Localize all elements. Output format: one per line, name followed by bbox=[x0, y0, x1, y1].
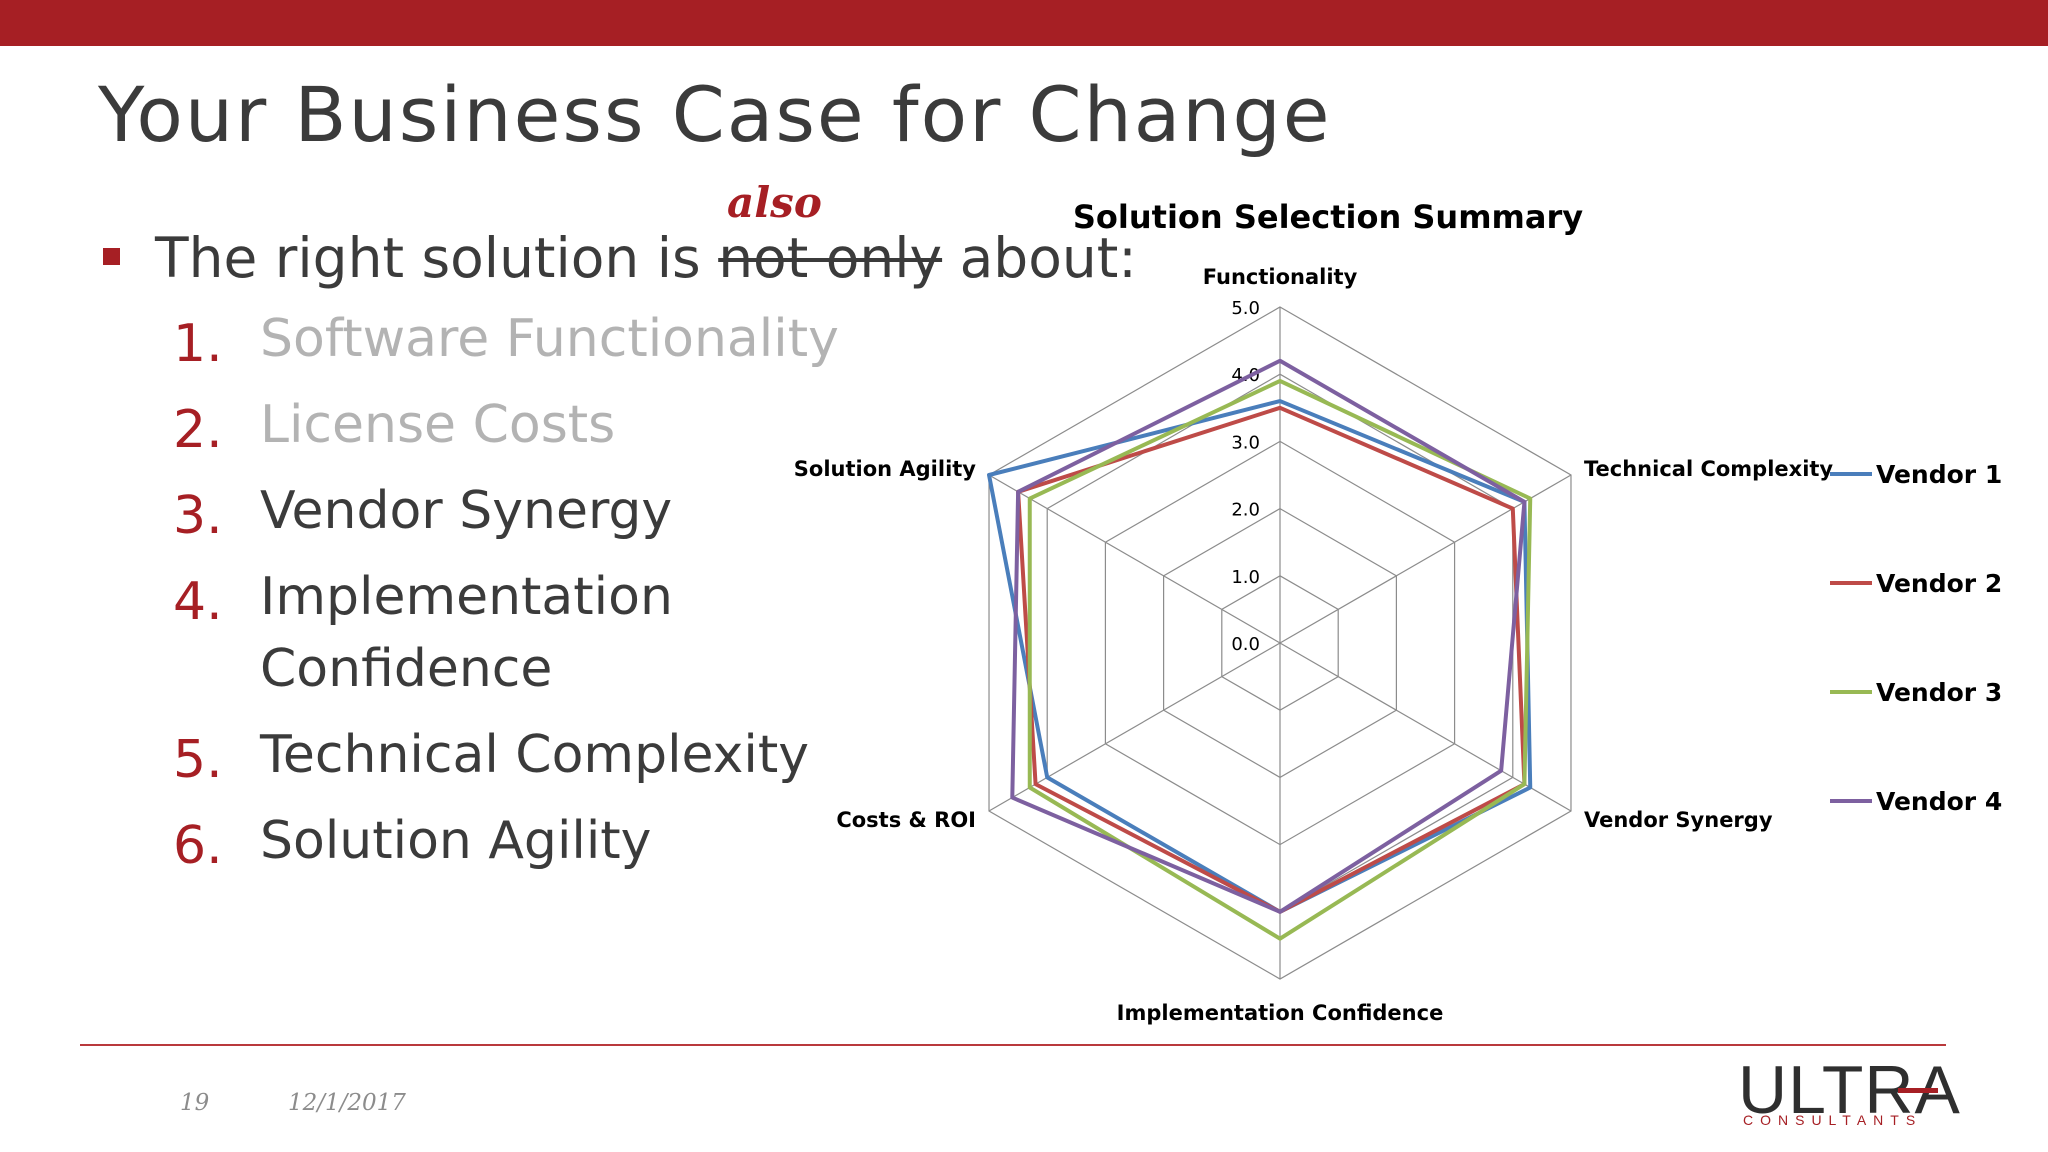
bullet-tail: about: bbox=[959, 226, 1137, 290]
bullet-struck-text: not only bbox=[718, 226, 943, 290]
list-item-text: Software Functionality bbox=[260, 309, 839, 369]
inserted-word: also bbox=[727, 178, 822, 227]
axis-label: Costs & ROI bbox=[836, 808, 976, 832]
chart-legend: Vendor 1 Vendor 2 Vendor 3 Vendor 4 bbox=[1830, 460, 2002, 816]
page-number: 19 bbox=[180, 1090, 210, 1116]
series-line bbox=[1010, 358, 1527, 914]
tick-label: 0.0 bbox=[1231, 634, 1260, 655]
bullet-square-icon bbox=[103, 248, 120, 265]
list-item-number: 2. bbox=[173, 400, 223, 460]
grid-spoke bbox=[988, 474, 1281, 644]
chart-title: Solution Selection Summary bbox=[1073, 198, 1583, 236]
list-item-text: Solution Agility bbox=[260, 811, 652, 871]
bullet-lead: The right solution is bbox=[155, 226, 701, 290]
axis-label: Functionality bbox=[1203, 265, 1358, 289]
legend-label: Vendor 1 bbox=[1876, 460, 2002, 489]
list-item-text: Vendor Synergy bbox=[260, 481, 673, 541]
radar-tick-labels: 0.01.02.03.04.05.0 bbox=[1231, 298, 1260, 655]
tick-label: 2.0 bbox=[1231, 500, 1260, 521]
slide-title: Your Business Case for Change bbox=[98, 70, 1332, 159]
list-item-number: 4. bbox=[173, 572, 223, 632]
list-item-number: 3. bbox=[173, 486, 223, 546]
legend-label: Vendor 3 bbox=[1876, 678, 2002, 707]
radar-series bbox=[987, 358, 1533, 941]
legend-label: Vendor 4 bbox=[1876, 787, 2002, 816]
logo-subtitle: CONSULTANTS bbox=[1743, 1112, 1923, 1128]
list-item-number: 5. bbox=[173, 730, 223, 790]
radar-axis-labels: Functionality Technical Complexity Vendor … bbox=[794, 265, 1834, 1025]
tick-label: 5.0 bbox=[1231, 298, 1260, 319]
list-item-text: Implementation Confidence bbox=[260, 567, 673, 699]
radar-chart: Solution Selection Summary 0.01.02.03.04… bbox=[794, 198, 2002, 1025]
list-item-number: 6. bbox=[173, 816, 223, 876]
company-logo: ULTRA CONSULTANTS bbox=[1738, 1052, 1960, 1132]
tick-label: 3.0 bbox=[1231, 432, 1260, 453]
logo-accent-mark bbox=[1898, 1088, 1938, 1093]
footer-divider bbox=[80, 1044, 1946, 1046]
series-line bbox=[1027, 378, 1533, 941]
list-item-text: Technical Complexity bbox=[260, 725, 809, 785]
legend-label: Vendor 2 bbox=[1876, 569, 2002, 598]
list-item-number: 1. bbox=[173, 314, 223, 374]
header-bar bbox=[0, 0, 2048, 46]
axis-label: Implementation Confidence bbox=[1117, 1001, 1444, 1025]
axis-label: Vendor Synergy bbox=[1584, 808, 1773, 832]
list-item-text: License Costs bbox=[260, 395, 616, 455]
axis-label: Solution Agility bbox=[794, 457, 977, 481]
tick-label: 1.0 bbox=[1231, 567, 1260, 588]
series-line bbox=[1016, 405, 1527, 914]
slide-date: 12/1/2017 bbox=[288, 1090, 406, 1116]
axis-label: Technical Complexity bbox=[1584, 457, 1833, 481]
